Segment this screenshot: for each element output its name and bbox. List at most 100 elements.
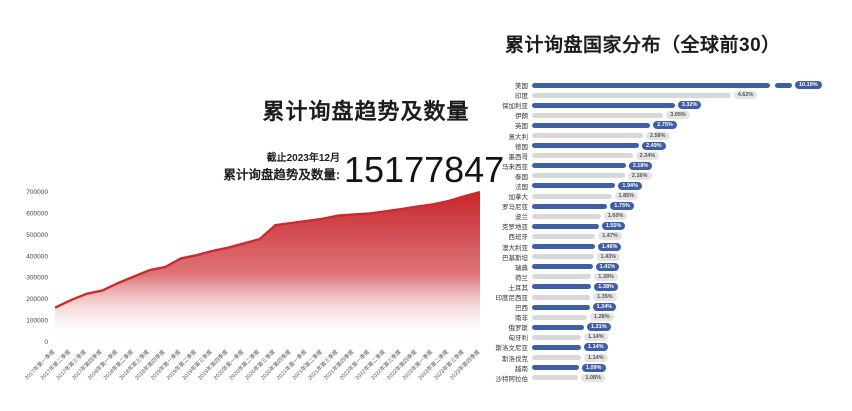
country-label: 南非	[515, 315, 528, 323]
y-axis-tick-label: 0	[44, 339, 48, 346]
country-label: 法国	[515, 183, 528, 191]
country-label: 匈牙利	[508, 335, 529, 343]
bar-segment	[532, 183, 616, 189]
value-badge: 3.32%	[677, 101, 702, 110]
bar-row: 印度 4.62%	[440, 90, 850, 100]
y-axis-tick-label: 300000	[26, 275, 48, 282]
bar-segment	[532, 163, 626, 169]
country-bar	[532, 344, 581, 350]
value-badge: 2.34%	[635, 151, 660, 160]
bar-segment	[532, 133, 643, 139]
value-badge: 2.16%	[627, 171, 652, 180]
bar-segment	[775, 82, 792, 88]
value-badge: 1.47%	[598, 232, 622, 241]
bar-segment	[532, 304, 590, 310]
bar-segment	[532, 355, 581, 361]
country-bar	[532, 355, 581, 361]
bar-row: 马来西亚 2.18%	[440, 161, 850, 171]
bar-row: 墨西哥 2.34%	[440, 151, 850, 161]
bar-segment	[532, 365, 579, 371]
country-label: 斯洛伐克	[502, 355, 528, 363]
bar-row: 美国 10.19%	[440, 80, 850, 90]
country-bar	[532, 274, 592, 280]
country-bar	[532, 365, 579, 371]
value-badge: 1.41%	[595, 262, 620, 271]
country-bar	[532, 304, 590, 310]
value-badge: 1.85%	[614, 192, 639, 201]
value-badge: 2.58%	[645, 131, 670, 140]
country-label: 荷兰	[515, 274, 528, 282]
country-bar	[532, 233, 596, 239]
bar-row: 巴西 1.34%	[440, 302, 850, 312]
country-label: 印度	[515, 93, 528, 101]
country-label: 西班牙	[508, 234, 529, 242]
country-label: 意大利	[508, 133, 529, 141]
bar-row: 罗马尼亚 1.75%	[440, 201, 850, 211]
value-badge: 1.75%	[610, 202, 634, 211]
country-label: 墨西哥	[508, 153, 529, 161]
bar-segment	[532, 173, 625, 179]
country-bar	[532, 133, 643, 139]
trend-area-chart: 0 100000 200000 300000 400000 500000 600000 700…	[23, 189, 482, 382]
bar-segment	[532, 233, 596, 239]
bar-row: 土耳其 1.38%	[440, 282, 850, 292]
y-axis-tick-label: 200000	[26, 296, 48, 303]
country-bar	[532, 213, 601, 219]
bar-row: 克罗地亚 1.55%	[440, 221, 850, 231]
value-badge: 1.14%	[584, 333, 608, 342]
country-bar	[532, 314, 587, 320]
country-label: 巴基斯坦	[502, 254, 528, 262]
bar-segment	[532, 112, 664, 118]
country-bar	[532, 223, 599, 229]
country-bar	[532, 294, 591, 300]
country-bar	[532, 254, 594, 260]
bar-row: 西班牙 1.47%	[440, 231, 850, 241]
country-bar	[532, 173, 625, 179]
bar-row: 斯洛伐克 1.14%	[440, 353, 850, 363]
bar-segment	[532, 375, 579, 381]
value-badge: 1.21%	[587, 323, 611, 332]
value-badge: 1.38%	[594, 272, 618, 281]
country-label: 印度尼西亚	[495, 295, 529, 303]
country-label: 泰国	[515, 173, 528, 181]
value-badge: 1.35%	[593, 293, 617, 302]
bar-segment	[532, 314, 587, 320]
bar-segment	[532, 254, 594, 260]
country-bar	[532, 324, 584, 330]
country-label: 德国	[515, 143, 528, 151]
bar-segment	[532, 324, 584, 330]
bar-segment	[532, 284, 592, 290]
value-badge: 1.46%	[597, 242, 622, 251]
y-axis-tick-label: 600000	[26, 210, 48, 217]
bar-segment	[532, 203, 608, 209]
bar-segment	[532, 244, 595, 250]
bar-row: 意大利 2.58%	[440, 130, 850, 141]
country-bar	[532, 203, 608, 209]
bar-segment	[532, 334, 581, 340]
y-axis-tick-label: 400000	[26, 253, 48, 260]
bar-row: 越南 1.09%	[440, 363, 850, 373]
bar-segment	[532, 122, 651, 128]
bar-row: 巴基斯坦 1.43%	[440, 252, 850, 262]
country-bar	[532, 163, 626, 169]
value-badge: 2.75%	[653, 121, 677, 130]
country-bar	[532, 112, 664, 118]
bar-row: 加拿大 1.85%	[440, 191, 850, 201]
bar-row: 波兰 1.60%	[440, 211, 850, 221]
country-bar-chart: 美国 10.19% 印度 4.62% 保加利亚 3.32% 伊朗 3.05% 英国 2.75% 意大…	[440, 80, 850, 383]
bar-segment	[532, 153, 633, 159]
bar-row: 沙特阿拉伯 1.08%	[440, 373, 850, 383]
bar-segment	[532, 143, 640, 149]
country-label: 英国	[515, 123, 528, 131]
country-label: 瑞典	[515, 264, 528, 272]
value-badge: 2.49%	[642, 141, 666, 150]
bar-row: 保加利亚 3.32%	[440, 100, 850, 110]
country-bar	[532, 284, 592, 290]
stat-caption-label: 累计询盘趋势及数量:	[223, 168, 340, 182]
value-badge: 1.60%	[603, 212, 628, 221]
country-label: 罗马尼亚	[502, 204, 528, 212]
country-label: 斯洛文尼亚	[495, 345, 529, 353]
country-label: 越南	[515, 365, 528, 373]
bar-segment	[532, 294, 591, 300]
value-badge: 1.28%	[590, 313, 614, 322]
